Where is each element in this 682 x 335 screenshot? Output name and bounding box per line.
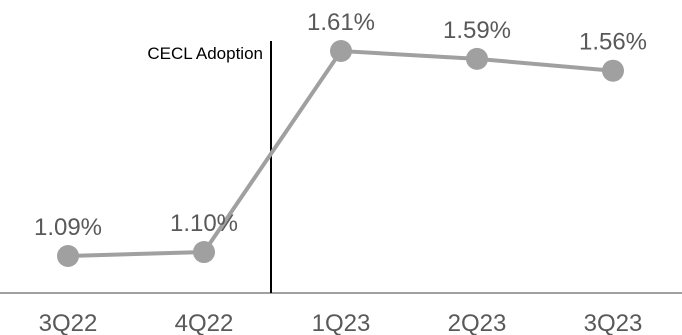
- series-line: [67, 48, 614, 258]
- data-point-4q22: [193, 241, 215, 264]
- data-point-1q23: [330, 40, 352, 62]
- x-tick-label-3q22: 3Q22: [39, 310, 98, 335]
- data-label-3q22: 1.09%: [34, 214, 102, 241]
- x-tick-label-2q23: 2Q23: [448, 310, 507, 335]
- series-layer: 1.09% 1.10% 1.61% 1.59% 1.56%: [34, 9, 647, 267]
- x-tick-label-1q23: 1Q23: [312, 310, 371, 335]
- data-label-1q23: 1.61%: [307, 9, 375, 36]
- x-tick-label-4q22: 4Q22: [175, 310, 234, 335]
- x-tick-labels: 3Q22 4Q22 1Q23 2Q23 3Q23: [39, 310, 643, 335]
- x-tick-label-3q23: 3Q23: [584, 310, 643, 335]
- data-point-2q23: [466, 47, 488, 70]
- data-label-2q23: 1.59%: [443, 17, 511, 44]
- data-point-3q23: [602, 59, 624, 82]
- data-label-3q23: 1.56%: [579, 29, 647, 56]
- data-label-4q22: 1.10%: [170, 210, 238, 237]
- cecl-adoption-label: CECL Adoption: [147, 44, 263, 63]
- data-point-3q22: [57, 245, 79, 267]
